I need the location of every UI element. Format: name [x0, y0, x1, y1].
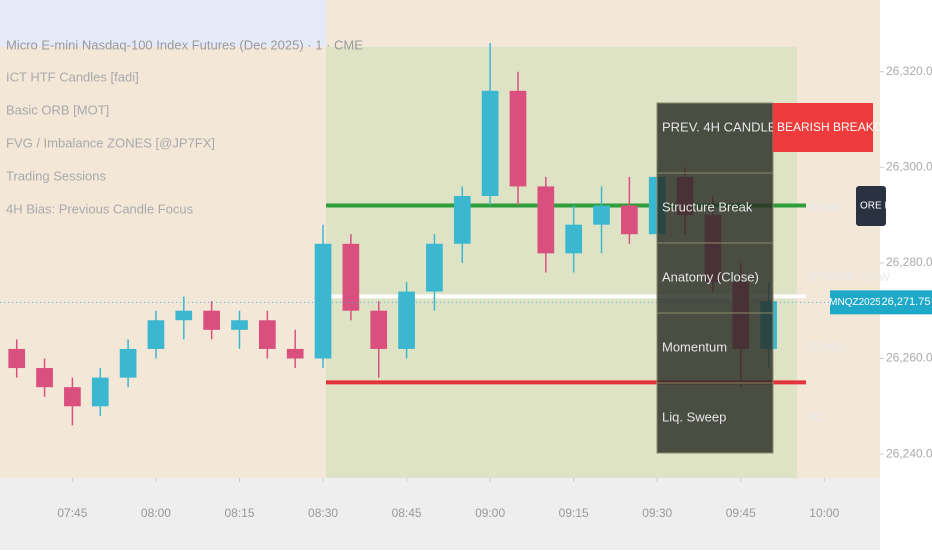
candle-body — [370, 310, 388, 349]
candle-body — [314, 243, 332, 359]
table-value: DOWN — [808, 340, 846, 354]
x-tick-label: 08:45 — [392, 506, 422, 520]
table-label: Structure Break — [662, 199, 753, 214]
indicator-label: Trading Sessions — [6, 168, 106, 183]
candle-body — [64, 387, 81, 407]
candle-body — [537, 186, 555, 254]
y-tick-label: 26,300.00 — [886, 159, 932, 173]
indicator-label: FVG / Imbalance ZONES [@JP7FX] — [6, 135, 215, 150]
x-tick-label: 10:00 — [809, 506, 839, 520]
time-axis — [0, 478, 880, 550]
session-label: ORE H — [860, 201, 892, 212]
table-value: NO — [808, 410, 826, 424]
table-value: BEAR — [808, 200, 841, 214]
table-label: Liq. Sweep — [662, 409, 726, 424]
x-tick-label: 09:30 — [642, 506, 672, 520]
table-label: PREV. 4H CANDLE BIAS — [662, 119, 810, 134]
candle-body — [231, 320, 248, 330]
x-tick-label: 08:00 — [141, 506, 171, 520]
table-cell — [656, 242, 774, 314]
session-overlay — [0, 0, 326, 47]
candle-body — [258, 320, 276, 349]
indicator-label: Basic ORB [MOT] — [6, 102, 109, 117]
candle-body — [203, 310, 220, 330]
indicator-label: ICT HTF Candles [fadi] — [6, 69, 139, 84]
candle-body — [426, 243, 443, 292]
bias-badge — [773, 103, 873, 152]
price-label: 26,271.75 — [882, 296, 931, 308]
table-cell — [656, 102, 774, 174]
symbol-label: MNQZ2025 — [829, 297, 881, 308]
candle-body — [91, 377, 109, 407]
candle-body — [175, 310, 193, 321]
candle-body — [286, 348, 304, 359]
candle-body — [147, 320, 165, 349]
table-value: STRONG LOW — [808, 270, 891, 284]
candle-body — [453, 195, 471, 244]
table-label: Anatomy (Close) — [662, 269, 759, 284]
candle-body — [36, 368, 53, 388]
indicator-label: 4H Bias: Previous Candle Focus — [6, 201, 194, 216]
candle-body — [342, 243, 360, 311]
y-tick-label: 26,260.00 — [886, 351, 932, 365]
price-badge — [880, 290, 932, 315]
x-tick-label: 09:15 — [559, 506, 589, 520]
y-tick-label: 26,240.00 — [886, 446, 932, 460]
x-tick-label: 09:45 — [726, 506, 756, 520]
chart-title: Micro E-mini Nasdaq-100 Index Futures (D… — [6, 37, 363, 52]
table-value: BEARISH BREAKOUT — [777, 120, 900, 134]
candle-body — [565, 224, 583, 254]
symbol-badge — [830, 290, 880, 315]
y-tick-label: 26,320.00 — [886, 64, 932, 78]
x-tick-label: 08:30 — [308, 506, 338, 520]
x-tick-label: 08:15 — [224, 506, 254, 520]
candle-body — [621, 205, 638, 235]
x-tick-label: 09:00 — [475, 506, 505, 520]
candle-body — [119, 348, 137, 378]
candle-body — [8, 348, 26, 369]
x-tick-label: 07:45 — [57, 506, 87, 520]
table-label: Momentum — [662, 339, 727, 354]
candle-body — [509, 90, 527, 187]
y-tick-label: 26,280.00 — [886, 255, 932, 269]
candle-body — [481, 90, 499, 196]
session-badge — [856, 186, 886, 226]
candle-body — [593, 205, 610, 225]
candle-body — [398, 291, 415, 349]
table-cell — [656, 382, 774, 454]
table-cell — [656, 172, 774, 244]
